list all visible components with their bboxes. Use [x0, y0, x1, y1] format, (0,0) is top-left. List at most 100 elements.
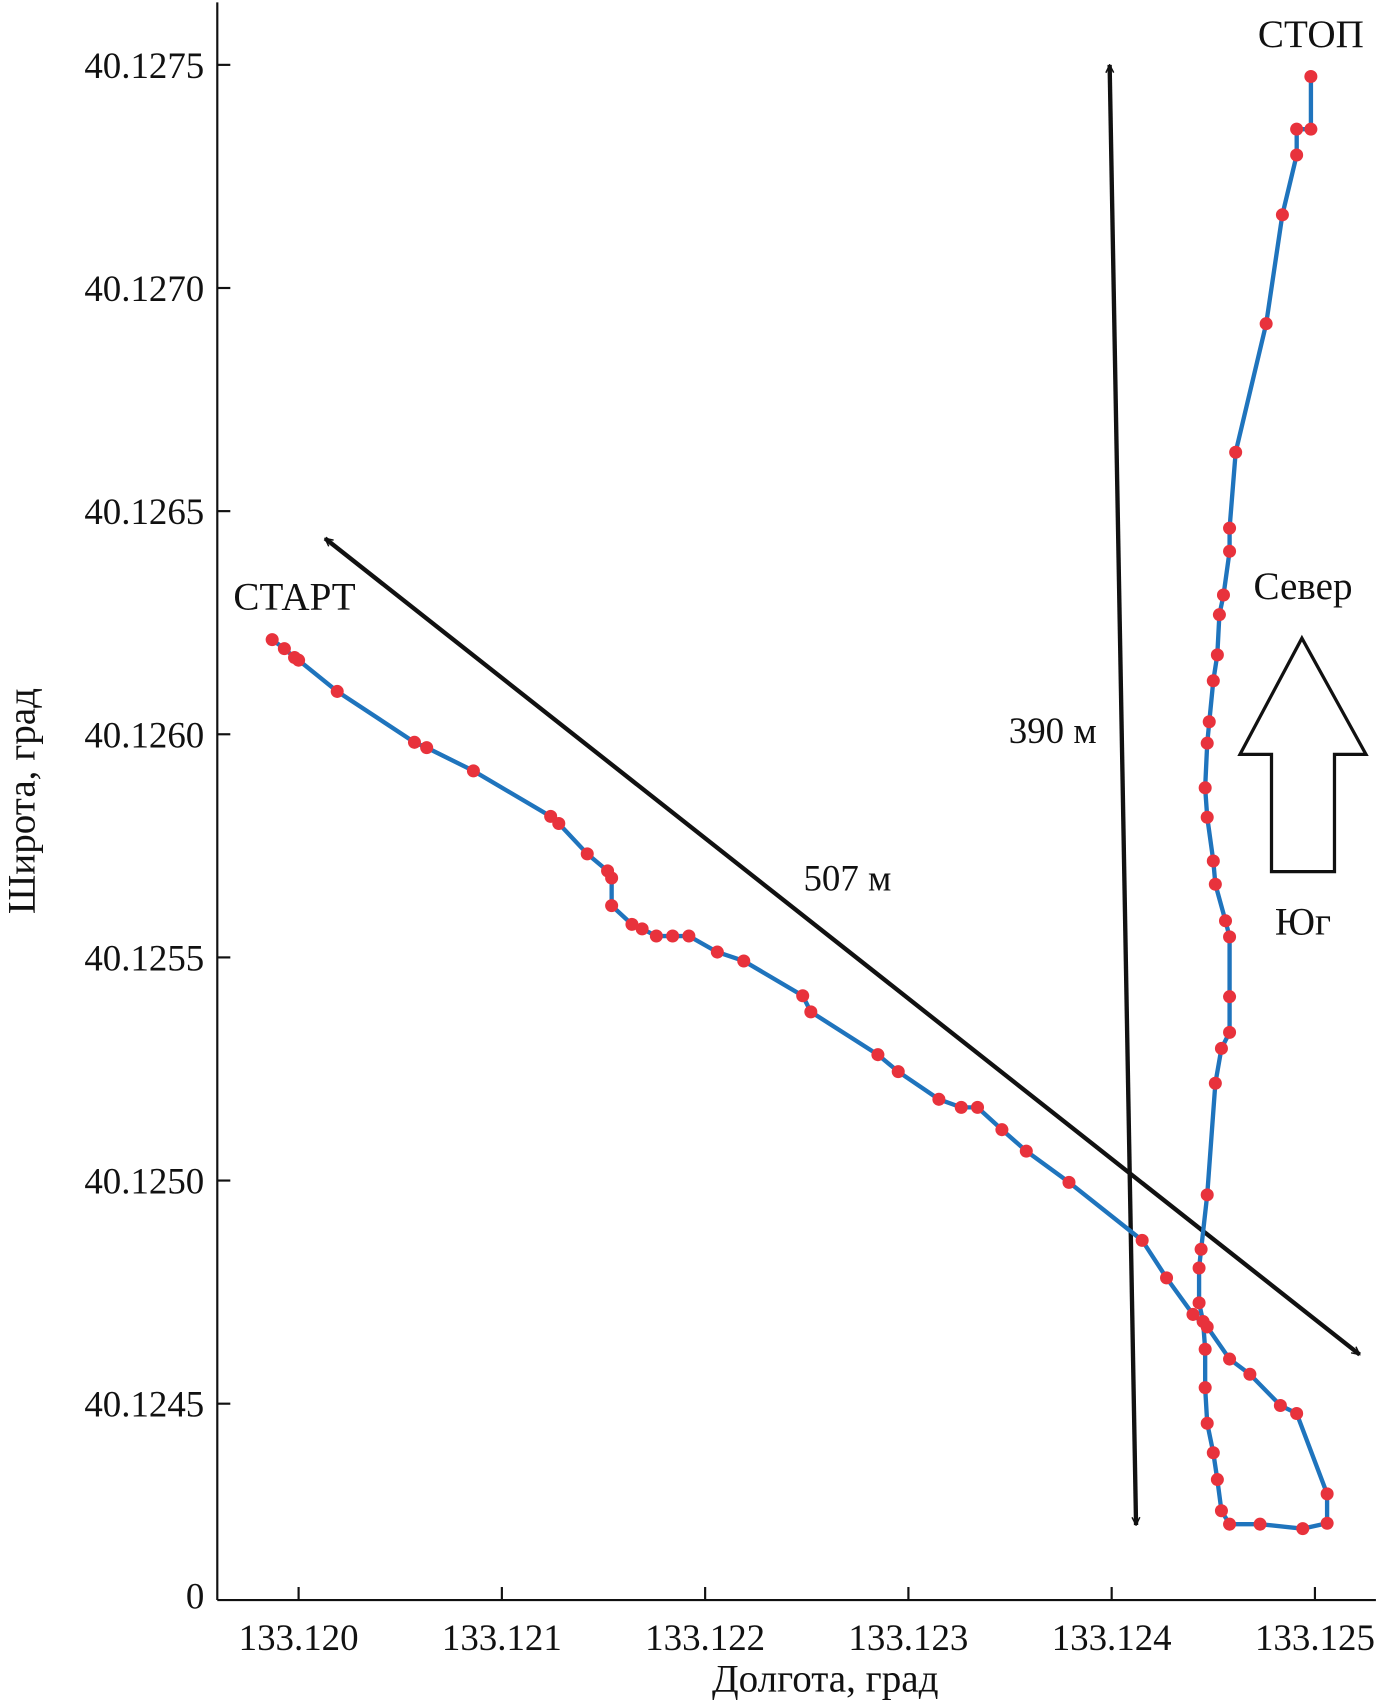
y-bottom-label: 0: [186, 1576, 204, 1617]
track-point: [1200, 810, 1214, 824]
track-point: [1208, 877, 1222, 891]
track-point: [1296, 1522, 1310, 1536]
y-tick-label: 40.1260: [84, 714, 204, 755]
track-point: [1275, 208, 1289, 222]
track-point: [954, 1100, 968, 1114]
track-point: [1194, 1242, 1208, 1256]
track-point: [635, 922, 649, 936]
track-point: [1290, 1406, 1304, 1421]
distance-label: 507 м: [803, 857, 891, 898]
track-points: [265, 69, 1334, 1536]
track-point: [1210, 1473, 1224, 1487]
y-tick-label: 40.1245: [84, 1384, 204, 1425]
track-point: [1223, 521, 1237, 535]
compass-north-label: Север: [1253, 565, 1352, 608]
track-point: [1229, 445, 1243, 459]
track-point: [1304, 69, 1318, 83]
track-point: [1135, 1233, 1149, 1247]
x-axis-label: Долгота, град: [712, 1657, 939, 1700]
track-point: [891, 1065, 905, 1079]
track-point: [1210, 648, 1224, 662]
track-point: [1200, 1188, 1214, 1202]
track-point: [1290, 148, 1304, 162]
label-start: СТАРТ: [233, 575, 355, 618]
track-point: [1320, 1487, 1334, 1501]
y-tick-label: 40.1270: [84, 268, 204, 309]
track-point: [932, 1092, 946, 1106]
track-point: [1214, 1041, 1228, 1055]
track-point: [970, 1100, 985, 1114]
track-point: [1223, 1025, 1237, 1039]
track-point: [625, 917, 639, 931]
track-point: [1223, 990, 1237, 1004]
track-point: [682, 929, 696, 943]
track-point: [580, 847, 594, 861]
track-point: [871, 1048, 885, 1062]
track-point: [1206, 1446, 1220, 1460]
track-point: [1259, 317, 1273, 331]
track-point: [330, 684, 344, 698]
x-tick-label: 133.124: [1052, 1617, 1172, 1658]
track-point: [1212, 608, 1226, 622]
track-point: [649, 929, 663, 943]
track-point: [1216, 588, 1230, 602]
track-point: [1243, 1367, 1257, 1381]
track-point: [1218, 914, 1233, 928]
distance-label: 390 м: [1009, 710, 1097, 751]
label-stop: СТОП: [1258, 13, 1364, 56]
track-point: [1214, 1504, 1228, 1518]
track-point: [1206, 674, 1220, 688]
track-point: [1304, 122, 1318, 136]
track-point: [605, 871, 619, 885]
track-point: [1198, 1342, 1212, 1356]
track-point: [277, 642, 291, 656]
track-point: [1320, 1516, 1334, 1530]
compass-south-label: Юг: [1275, 901, 1331, 944]
track-point: [1223, 930, 1237, 944]
track-point: [1196, 1315, 1210, 1329]
track-point: [466, 764, 480, 778]
track-point: [1200, 1416, 1214, 1430]
track-point: [1200, 736, 1214, 750]
x-tick-label: 133.121: [442, 1617, 562, 1658]
track-point: [420, 741, 434, 755]
track-point: [292, 653, 306, 667]
track-point: [552, 817, 566, 831]
track-point: [1019, 1144, 1033, 1158]
track-point: [1223, 1352, 1237, 1366]
y-tick-label: 40.1255: [84, 937, 204, 978]
distance-arrow: [1110, 65, 1136, 1525]
track-point: [666, 929, 680, 943]
x-tick-label: 133.123: [848, 1617, 968, 1658]
track-point: [796, 989, 810, 1003]
distance-arrow: [323, 536, 1361, 1357]
track-point: [1198, 781, 1212, 795]
track-point: [265, 633, 279, 647]
track-point: [1192, 1296, 1206, 1310]
x-tick-label: 133.125: [1255, 1617, 1375, 1658]
x-tick-label: 133.122: [645, 1617, 765, 1658]
track-point: [995, 1123, 1009, 1137]
y-axis-label: Широта, град: [1, 688, 44, 914]
track-line: [270, 76, 1330, 1531]
track-point: [710, 945, 724, 959]
north-arrow-icon: [1237, 634, 1369, 874]
track-point: [1198, 1381, 1212, 1395]
track-point: [804, 1005, 818, 1019]
track-point: [605, 899, 619, 913]
track-point: [737, 954, 751, 968]
y-tick-label: 40.1265: [84, 491, 204, 532]
track-point: [1192, 1261, 1206, 1275]
track-point: [1206, 854, 1220, 868]
track-point: [1202, 715, 1216, 729]
track-point: [1273, 1398, 1287, 1412]
track-point: [1290, 122, 1304, 136]
x-tick-label: 133.120: [239, 1617, 359, 1658]
track-point: [1186, 1307, 1200, 1321]
y-tick-label: 40.1250: [84, 1161, 204, 1202]
track-point: [1223, 544, 1237, 558]
track-point: [407, 735, 421, 749]
track-point: [1160, 1271, 1174, 1285]
annotations: СТАРТ СТОП 507 м 390 м Север Юг: [233, 13, 1369, 1525]
